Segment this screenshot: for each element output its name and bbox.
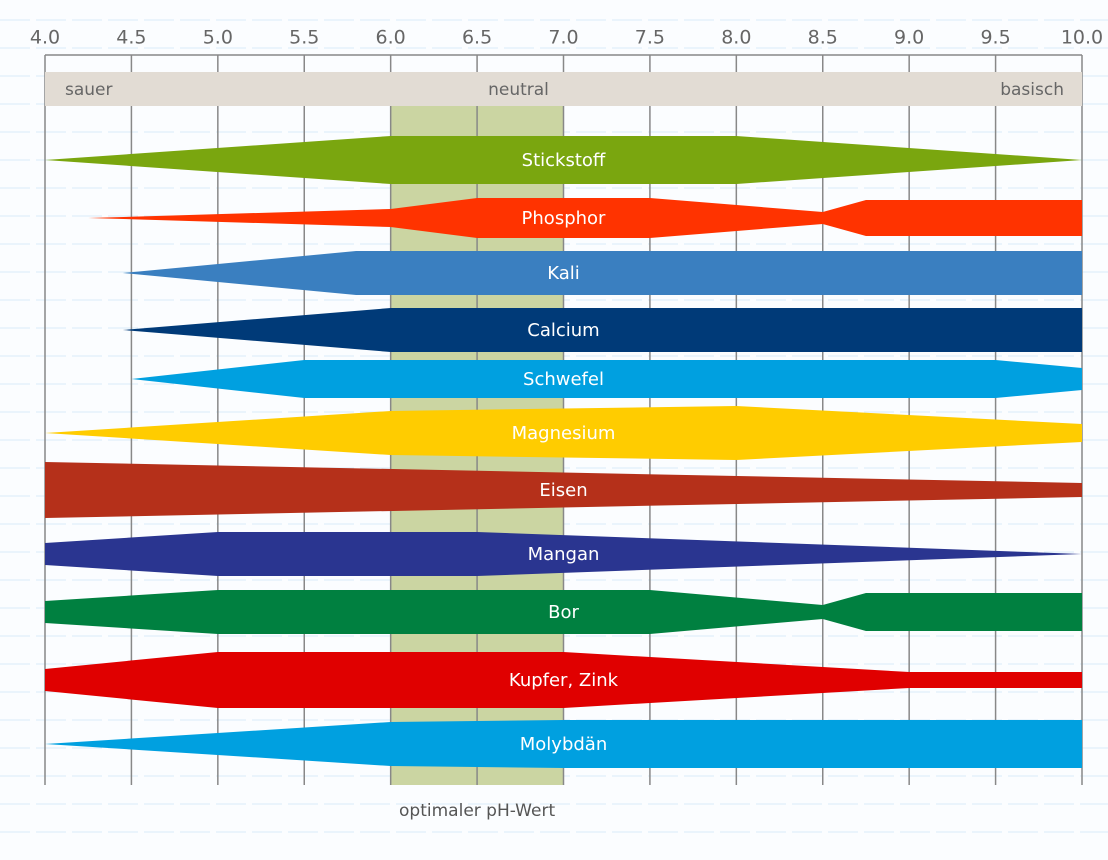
nutrient-band	[88, 198, 1083, 238]
series-label: Kupfer, Zink	[509, 670, 619, 691]
x-tick-label: 5.0	[203, 27, 233, 49]
x-tick-label: 4.5	[116, 27, 146, 49]
nutrient-band	[45, 532, 1082, 576]
nutrient-band	[45, 720, 1082, 768]
scale-label: basisch	[1000, 80, 1064, 100]
nutrient-band	[122, 308, 1082, 352]
series-label: Stickstoff	[522, 150, 606, 171]
x-tick-label: 10.0	[1061, 27, 1103, 49]
nutrient-band	[45, 590, 1082, 634]
nutrient-band	[45, 406, 1082, 460]
x-tick-label: 7.5	[635, 27, 665, 49]
scale-label: neutral	[488, 80, 549, 100]
optimum-label: optimaler pH-Wert	[399, 801, 555, 821]
x-tick-label: 9.5	[980, 27, 1010, 49]
series-label: Calcium	[527, 320, 599, 341]
x-tick-label: 8.5	[808, 27, 838, 49]
series-label: Bor	[548, 602, 579, 623]
scale-band	[45, 72, 1082, 106]
series-label: Schwefel	[523, 369, 604, 390]
series-label: Mangan	[528, 544, 600, 565]
nutrient-band	[131, 360, 1082, 398]
x-tick-label: 6.5	[462, 27, 492, 49]
nutrient-band	[122, 251, 1082, 295]
series-label: Molybdän	[520, 734, 608, 755]
nutrient-band	[45, 462, 1082, 518]
series-label: Phosphor	[522, 208, 607, 229]
nutrient-band	[45, 652, 1082, 708]
x-tick-label: 9.0	[894, 27, 924, 49]
x-tick-label: 8.0	[721, 27, 751, 49]
scale-label: sauer	[65, 80, 113, 100]
nutrient-band	[45, 136, 1082, 184]
series-label: Kali	[547, 263, 580, 284]
x-tick-label: 7.0	[548, 27, 578, 49]
series-label: Magnesium	[512, 423, 616, 444]
x-tick-label: 4.0	[30, 27, 60, 49]
x-tick-label: 5.5	[289, 27, 319, 49]
x-tick-label: 6.0	[376, 27, 406, 49]
series-label: Eisen	[539, 480, 587, 501]
